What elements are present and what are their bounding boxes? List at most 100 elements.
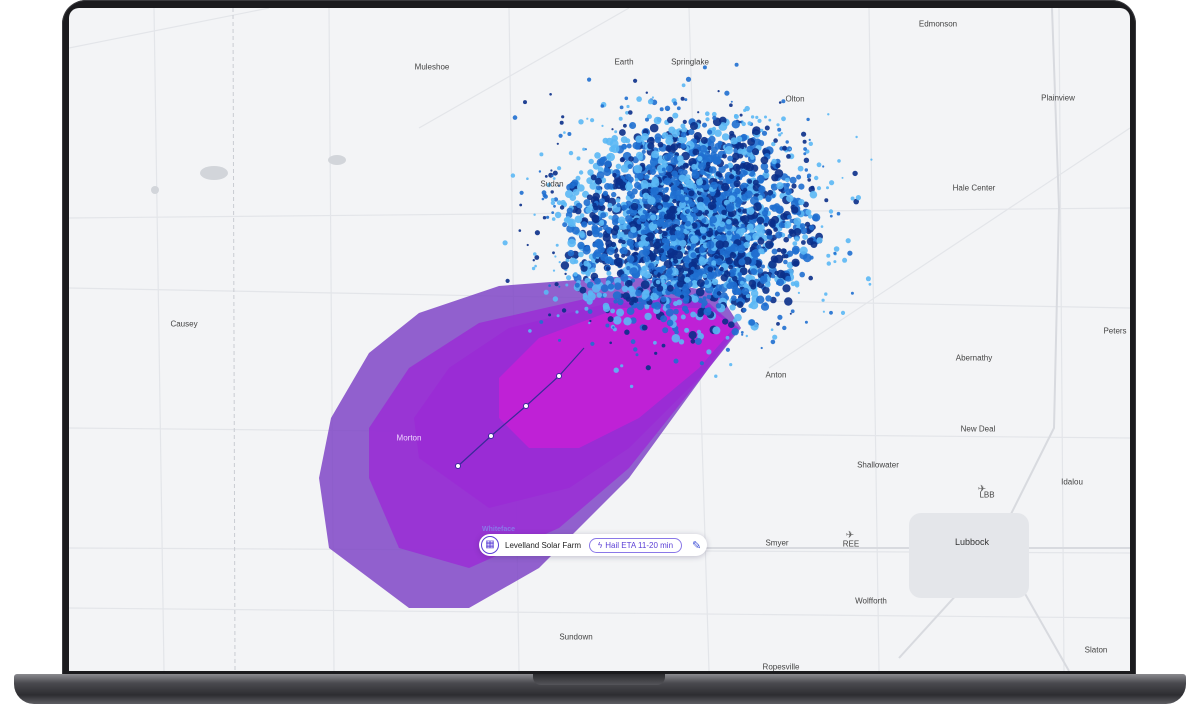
hail-report-point	[630, 339, 636, 345]
hail-report-point	[824, 292, 828, 296]
hail-report-point	[740, 331, 744, 334]
hail-report-point	[681, 127, 688, 133]
hail-report-point	[833, 251, 837, 255]
hail-report-point	[591, 284, 601, 293]
track-point[interactable]	[556, 373, 562, 379]
hail-map[interactable]: ✈ ✈	[69, 8, 1130, 671]
track-point[interactable]	[523, 403, 529, 409]
hail-report-point	[742, 187, 748, 193]
hail-report-point	[607, 202, 613, 209]
hail-report-point	[695, 287, 705, 297]
hail-report-point	[713, 156, 722, 165]
hail-report-point	[619, 246, 628, 255]
hail-report-point	[759, 224, 765, 231]
hail-report-point	[799, 246, 808, 255]
hail-report-point	[586, 281, 594, 289]
highway-layer	[669, 8, 1130, 671]
edit-pencil-icon[interactable]: ✎	[692, 539, 702, 552]
town-label-olton: Olton	[785, 94, 805, 104]
hail-report-point	[662, 201, 669, 208]
hail-report-point	[633, 164, 643, 174]
hail-report-point	[803, 152, 807, 156]
hail-report-point	[599, 198, 605, 205]
hail-report-point	[584, 306, 589, 311]
hail-report-point	[705, 111, 710, 116]
hail-report-point	[726, 246, 731, 252]
hail-report-point	[680, 123, 686, 129]
hail-report-point	[730, 100, 733, 103]
hail-report-point	[587, 292, 596, 301]
hail-report-point	[600, 253, 608, 262]
hail-report-point	[672, 256, 677, 261]
hail-report-point	[727, 162, 734, 169]
map-screen[interactable]: ✈ ✈ Edmonson Muleshoe Earth Springlake O…	[69, 8, 1130, 671]
hail-report-point	[651, 303, 658, 309]
track-point[interactable]	[488, 433, 494, 439]
hail-report-point	[549, 93, 552, 96]
town-label-lubbock: Lubbock	[954, 537, 990, 547]
hail-report-point	[613, 299, 618, 304]
hail-report-point	[657, 141, 664, 148]
hail-report-point	[806, 173, 812, 178]
town-label-shallowater: Shallowater	[857, 460, 899, 470]
hail-report-point	[721, 209, 727, 216]
asset-popup[interactable]: ▦ Levelland Solar Farm ϟ Hail ETA 11-20 …	[479, 534, 708, 556]
hail-report-point	[691, 242, 697, 249]
hail-report-point	[786, 250, 794, 257]
hail-report-point	[597, 241, 604, 248]
hail-report-point	[826, 186, 829, 190]
hail-report-point	[712, 208, 718, 214]
hail-report-point	[707, 201, 717, 211]
hail-report-point	[597, 246, 605, 254]
hail-report-point	[586, 117, 589, 120]
hail-report-point	[610, 241, 617, 248]
hail-report-point	[621, 239, 626, 245]
laptop-notch	[533, 674, 665, 685]
hail-eta-badge[interactable]: ϟ Hail ETA 11-20 min	[589, 537, 683, 553]
hail-report-point	[694, 247, 701, 254]
hail-report-point	[583, 199, 591, 207]
hail-report-point	[600, 212, 607, 219]
hail-report-point	[704, 209, 709, 215]
hail-report-point	[661, 194, 670, 203]
hail-report-point	[721, 133, 730, 141]
hail-report-point	[688, 128, 695, 135]
hail-report-point	[770, 328, 774, 332]
hail-report-point	[723, 189, 731, 197]
hail-report-point	[833, 260, 837, 264]
hail-report-point	[760, 162, 769, 171]
hail-report-point	[626, 143, 632, 149]
hail-report-point	[612, 326, 615, 329]
hail-report-point	[551, 211, 555, 215]
town-label-petersburg: Peters	[1103, 326, 1127, 336]
hail-report-point	[676, 106, 681, 111]
hail-report-point	[582, 147, 586, 151]
hail-report-point	[661, 265, 667, 271]
hail-report-point	[769, 204, 775, 210]
hail-report-point	[739, 162, 746, 169]
hail-report-point	[760, 275, 767, 282]
hail-report-point	[724, 146, 734, 155]
hail-report-point	[666, 319, 674, 327]
hail-report-point	[552, 296, 559, 302]
track-point[interactable]	[455, 463, 461, 469]
hail-report-point	[774, 169, 784, 178]
hail-report-point	[630, 296, 637, 303]
hail-report-point	[705, 161, 711, 167]
hail-report-point	[855, 195, 862, 201]
hail-report-point	[745, 234, 752, 241]
hail-report-point	[656, 218, 665, 227]
hail-report-point	[610, 228, 619, 236]
hail-report-point	[804, 221, 811, 227]
hail-report-point	[702, 122, 707, 128]
town-label-ropesville: Ropesville	[762, 662, 800, 672]
hail-report-point	[697, 196, 704, 204]
hail-report-point	[596, 292, 602, 298]
hail-report-point	[647, 142, 655, 150]
hail-report-point	[559, 205, 565, 210]
hail-report-point	[766, 230, 773, 236]
hail-report-point	[665, 308, 674, 317]
town-label-edmonson: Edmonson	[918, 19, 958, 29]
hail-report-point	[735, 202, 741, 208]
hail-report-point	[747, 138, 755, 146]
